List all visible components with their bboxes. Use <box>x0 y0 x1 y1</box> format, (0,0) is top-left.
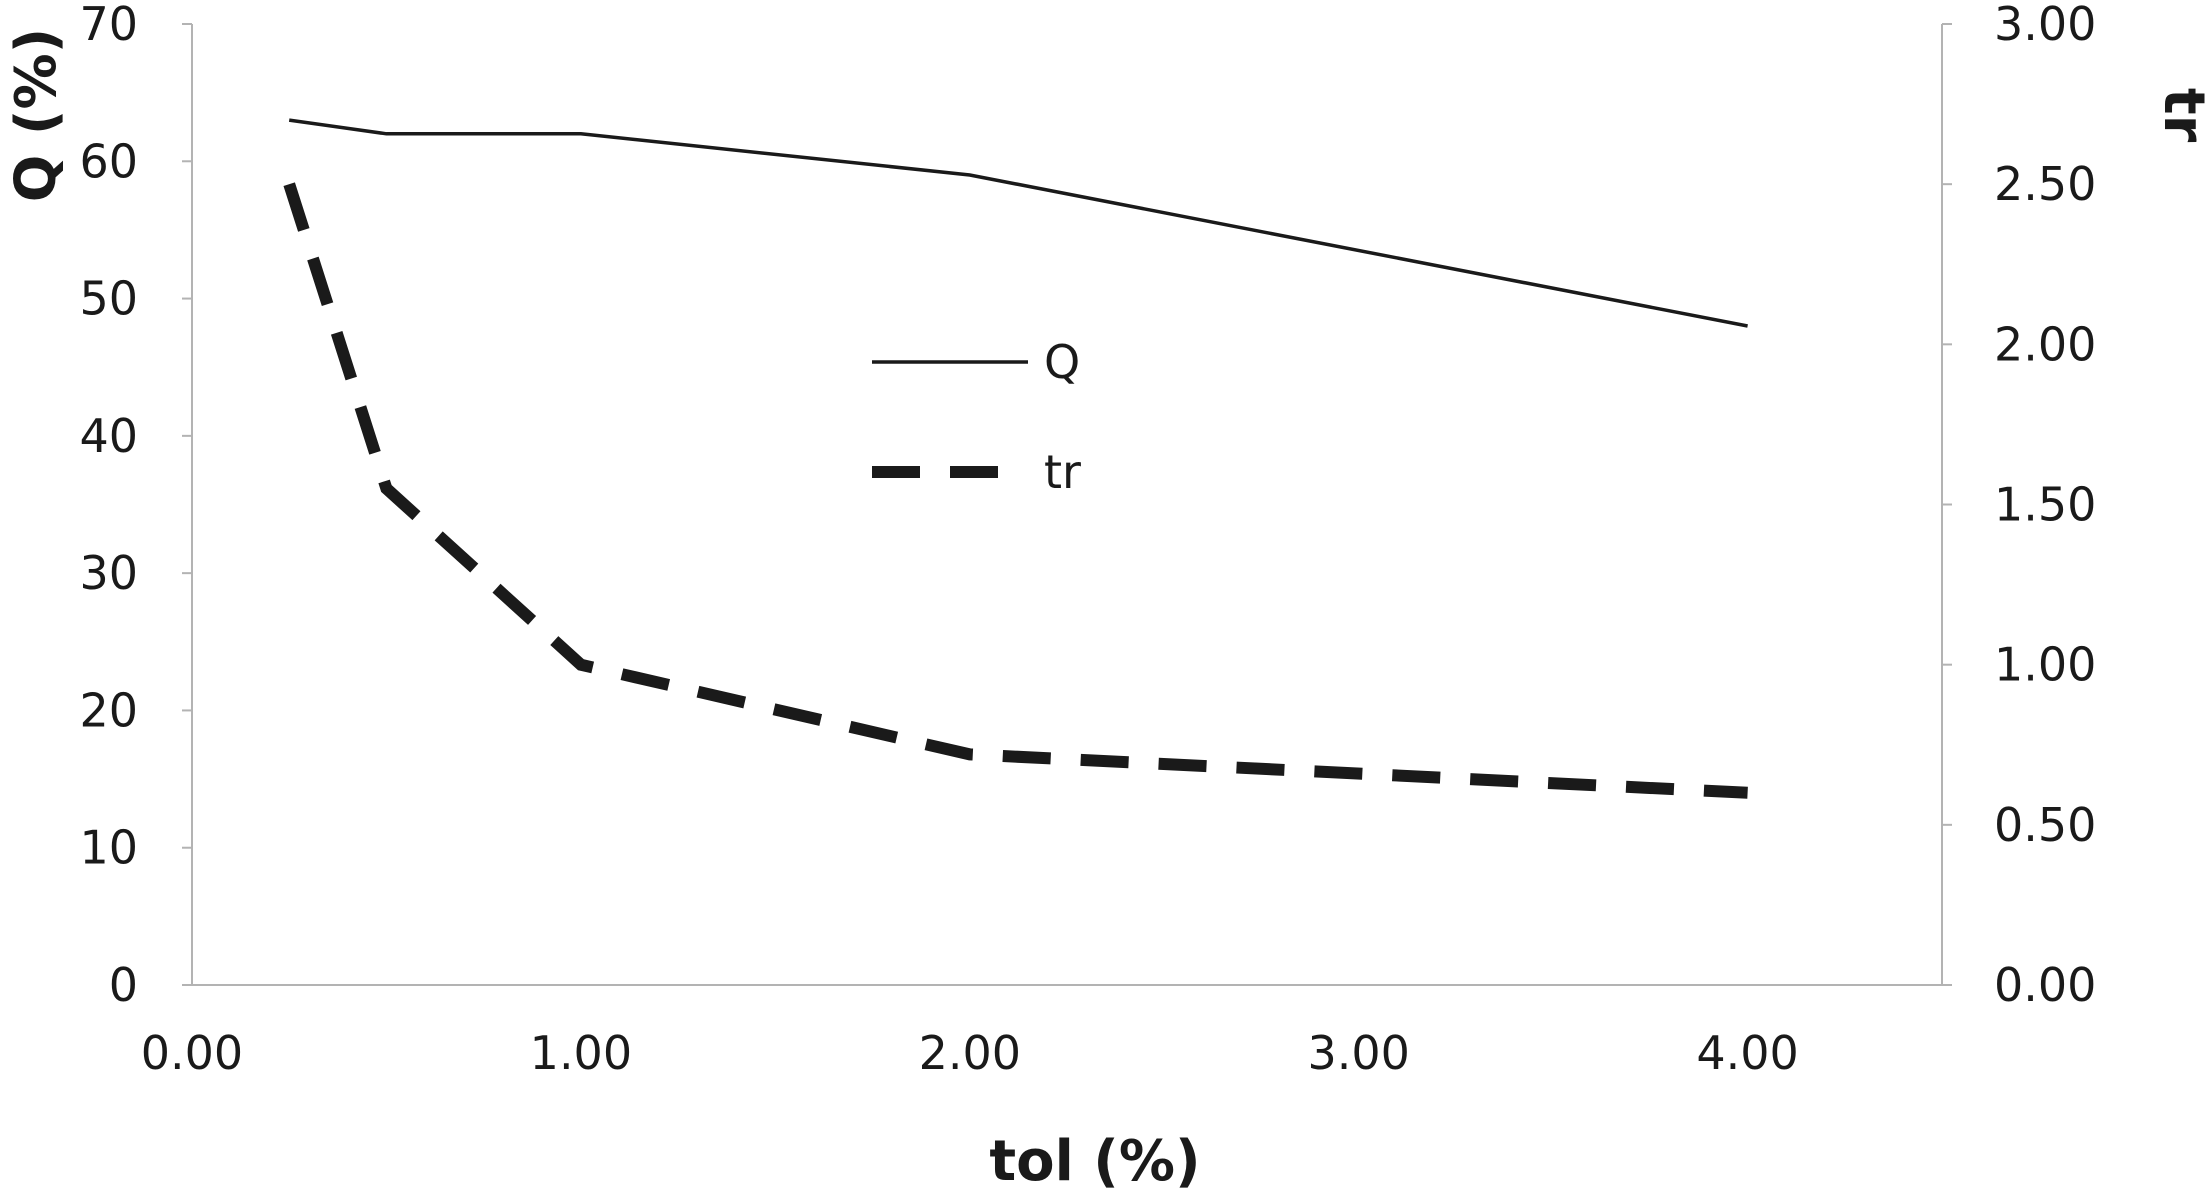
y2-tick-label: 1.50 <box>1994 478 2096 532</box>
x-tick-label: 0.00 <box>141 1026 243 1080</box>
legend-label-tr: tr <box>1044 445 1081 499</box>
x-tick-label: 2.00 <box>919 1026 1021 1080</box>
axes <box>191 24 1943 986</box>
y2-tick-label: 1.00 <box>1994 638 2096 692</box>
x-tick-label: 1.00 <box>530 1026 632 1080</box>
y-tick-label: 0 <box>109 958 138 1012</box>
y-axis-ticks: 0 10 20 30 40 50 60 70 <box>79 0 192 1012</box>
legend-label-q: Q <box>1044 335 1080 389</box>
y2-axis-ticks: 0.00 0.50 1.00 1.50 2.00 2.50 3.00 <box>1942 0 2096 1012</box>
y-tick-label: 20 <box>79 683 138 737</box>
y-tick-label: 30 <box>79 546 138 600</box>
y2-tick-label: 0.00 <box>1994 958 2096 1012</box>
series-line-Q <box>288 118 1748 328</box>
x-tick-label: 4.00 <box>1696 1026 1798 1080</box>
x-tick-label: 3.00 <box>1307 1026 1409 1080</box>
y-tick-label: 10 <box>79 821 138 875</box>
y-axis-title: Q (%) <box>4 28 69 202</box>
y-tick-label: 50 <box>79 272 138 326</box>
x-axis-ticks: 0.00 1.00 2.00 3.00 4.00 <box>141 1026 1799 1080</box>
series-line-tr <box>283 182 1748 799</box>
y2-tick-label: 2.50 <box>1994 157 2096 211</box>
y2-axis-title: tr <box>2151 88 2206 143</box>
series-layer <box>283 118 1748 799</box>
legend: Q tr <box>872 335 1081 499</box>
y2-tick-label: 0.50 <box>1994 798 2096 852</box>
x-axis-title: tol (%) <box>989 1129 1200 1194</box>
y2-tick-label: 3.00 <box>1994 0 2096 51</box>
y-tick-label: 60 <box>79 134 138 188</box>
y-tick-label: 70 <box>79 0 138 51</box>
y2-tick-label: 2.00 <box>1994 317 2096 371</box>
y-tick-label: 40 <box>79 409 138 463</box>
